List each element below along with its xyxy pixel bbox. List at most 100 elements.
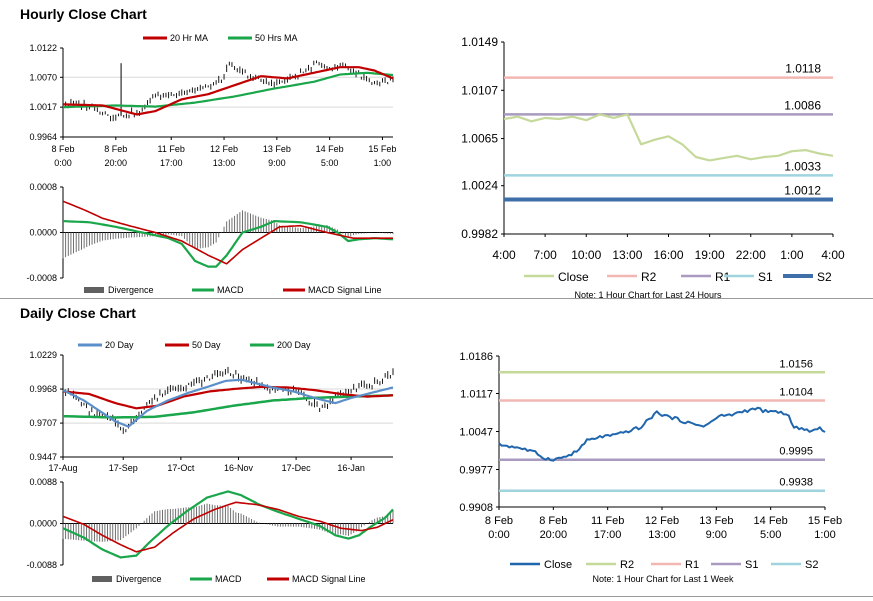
legend-divergence-swatch [92,576,112,582]
x-tick-label: 12 Feb [210,144,238,154]
x-tick-label: 4:00 [821,248,845,262]
level-label-s2: 1.0012 [784,184,821,198]
legend-s2-label: S2 [805,559,818,571]
level-label-r1: 1.0104 [779,387,813,399]
x-tick-label: 13 Feb [699,515,733,527]
y-tick-label: 0.9982 [461,227,498,241]
close-line [498,406,826,462]
x-tick-label: 5:00 [760,529,781,541]
level-label-s1: 0.9995 [779,446,813,458]
x-tick-label: 1:00 [814,529,835,541]
x-tick-label: 17:00 [160,158,183,168]
x-tick-label: 7:00 [533,248,557,262]
x-tick-label: 11 Feb [591,515,624,527]
ma200-line [63,394,394,419]
y-tick-label: -0.0008 [26,273,57,283]
x-tick-label: 8 Feb [539,515,567,527]
x-tick-label: 1:00 [374,158,392,168]
legend-r2-label: R2 [641,270,657,284]
divergence-bars [62,503,394,542]
legend-macd-label: MACD [217,285,244,295]
y-tick-label: 1.0117 [460,388,493,400]
legend-divergence-swatch [84,287,104,293]
price-bars [62,60,394,122]
x-tick-label: 20:00 [540,529,568,541]
ma50-line [63,71,394,109]
x-tick-label: 5:00 [321,158,339,168]
x-tick-label: 14 Feb [754,515,788,527]
x-tick-label: 13 Feb [263,144,291,154]
x-tick-label: 9:00 [268,158,286,168]
ma50-line [62,385,394,410]
y-tick-label: 0.9968 [29,384,57,394]
x-tick-label: 13:00 [213,158,236,168]
x-tick-label: 17-Sep [109,463,138,473]
x-tick-label: 16-Nov [224,463,254,473]
legend-divergence-label: Divergence [108,285,154,295]
legend-close-label: Close [544,559,572,571]
legend-50day-label: 50 Day [192,340,221,350]
y-tick-label: 0.9908 [459,502,493,514]
hourly-chart-title: Hourly Close Chart [20,6,147,22]
signal-line [62,501,394,553]
y-tick-label: 0.9447 [29,452,57,462]
x-tick-label: 9:00 [706,529,727,541]
chart-note: Note: 1 Hour Chart for Last 1 Week [593,574,734,584]
legend-s2-label: S2 [817,270,832,284]
y-tick-label: 1.0122 [29,43,57,53]
y-tick-label: 1.0149 [461,35,498,49]
x-tick-label: 15 Feb [808,515,842,527]
legend-r1-label: R1 [715,270,731,284]
legend-s1-label: S1 [758,270,773,284]
x-tick-label: 8 Feb [51,144,74,154]
legend-ma50-label: 50 Hrs MA [255,33,298,43]
x-tick-label: 8 Feb [104,144,127,154]
signal-line [62,200,393,265]
x-tick-label: 8 Feb [485,515,513,527]
legend-divergence-label: Divergence [116,574,162,584]
y-tick-label: 1.0186 [459,351,493,363]
legend-r1-label: R1 [685,559,699,571]
ma20-line [62,66,394,116]
x-tick-label: 17-Dec [282,463,312,473]
y-tick-label: 0.9707 [29,418,57,428]
x-tick-label: 4:00 [492,248,516,262]
level-label-r2: 1.0118 [785,62,821,76]
x-tick-label: 17-Aug [48,463,77,473]
chart-note: Note: 1 Hour Chart for Last 24 Hours [574,290,722,300]
y-tick-label: 0.0000 [29,519,57,529]
x-tick-label: 1:00 [780,248,804,262]
y-tick-label: 0.9964 [29,132,57,142]
legend-s1-label: S1 [745,559,758,571]
legend-ma20-label: 20 Hr MA [170,33,208,43]
legend-macd-label: MACD [215,574,242,584]
y-tick-label: 0.0000 [29,228,57,238]
legend-signal-label: MACD Signal Line [308,285,382,295]
level-label-r1: 1.0086 [784,98,821,112]
bottom-divider [0,596,873,597]
x-tick-label: 19:00 [695,248,725,262]
x-tick-label: 16:00 [653,248,683,262]
y-tick-label: 1.0229 [29,350,57,360]
x-tick-label: 17:00 [594,529,622,541]
legend-r2-label: R2 [620,559,634,571]
y-tick-label: 1.0107 [461,83,498,97]
x-tick-label: 15 Feb [368,144,396,154]
y-tick-label: 0.0088 [29,477,57,487]
ma20-line [62,378,394,428]
legend-20day-label: 20 Day [105,340,134,350]
x-tick-label: 12 Feb [645,515,679,527]
daily-chart-title: Daily Close Chart [20,305,136,321]
x-tick-label: 0:00 [54,158,72,168]
y-tick-label: 1.0024 [461,179,498,193]
y-tick-label: -0.0088 [26,560,57,570]
y-tick-label: 1.0070 [29,72,57,82]
y-tick-label: 1.0047 [459,427,493,439]
macd-line [62,490,394,559]
legend-close-label: Close [558,270,589,284]
x-tick-label: 17-Oct [167,463,195,473]
divergence-bars [62,210,394,259]
x-tick-label: 13:00 [612,248,642,262]
level-label-r2: 1.0156 [779,358,813,370]
